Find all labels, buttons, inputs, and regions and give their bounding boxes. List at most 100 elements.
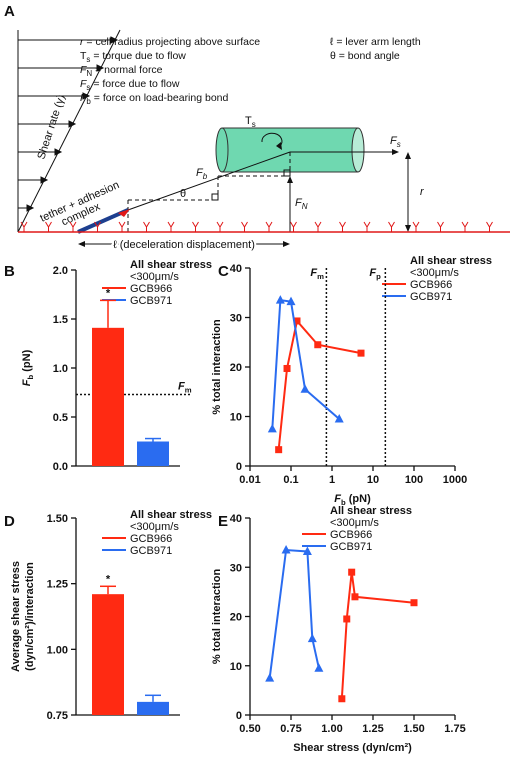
y-tick-label: 0.5 bbox=[53, 412, 68, 424]
bond-force-label: Fb bbox=[196, 167, 208, 181]
point bbox=[293, 317, 301, 325]
y-tick-label: 1.0 bbox=[53, 363, 68, 375]
point bbox=[302, 546, 312, 555]
y-axis-label-text: (pN) bbox=[21, 349, 33, 374]
bar bbox=[92, 594, 124, 715]
normal-force-label: FN bbox=[295, 197, 308, 211]
point bbox=[410, 599, 418, 607]
y-tick-label: 2.0 bbox=[53, 265, 68, 277]
x-axis-label-sub: b bbox=[341, 498, 346, 507]
y-axis-label-sub: b bbox=[26, 375, 35, 380]
y-tick-label: 1.25 bbox=[47, 579, 68, 591]
point bbox=[283, 364, 291, 372]
cell-end bbox=[351, 127, 365, 173]
torque-label: Ts bbox=[245, 115, 256, 129]
bond-force bbox=[127, 151, 291, 211]
displacement-label: ℓ (deceleration displacement) bbox=[113, 239, 255, 251]
torque-arrow bbox=[261, 132, 283, 147]
cell-body bbox=[221, 127, 359, 173]
point bbox=[343, 615, 351, 623]
y-tick-label: 0.0 bbox=[53, 461, 68, 473]
reference-label-symbol: F bbox=[310, 267, 317, 279]
series-line bbox=[277, 318, 362, 450]
y-tick-label: 20 bbox=[230, 612, 242, 624]
y-tick-label: 40 bbox=[230, 263, 242, 275]
radius-label: r bbox=[420, 186, 425, 198]
x-axis-label-symbol: F bbox=[334, 493, 341, 505]
legend-label: GCB971 bbox=[130, 545, 172, 557]
reference-label-sub: p bbox=[376, 272, 381, 281]
panel-letter: E bbox=[218, 513, 228, 530]
diagram: A Shear rate (γ) r = cell radius project… bbox=[4, 3, 510, 253]
reference-label: Fm bbox=[310, 267, 324, 281]
point bbox=[281, 545, 291, 554]
bar bbox=[92, 327, 124, 466]
y-tick-label: 0 bbox=[236, 461, 242, 473]
reference-label: Fp bbox=[369, 267, 381, 281]
panel-letter: D bbox=[4, 513, 15, 530]
reference-label-symbol: F bbox=[178, 380, 185, 392]
point bbox=[286, 296, 296, 306]
point bbox=[338, 695, 346, 703]
point bbox=[357, 349, 365, 357]
legend-label: GCB971 bbox=[330, 541, 372, 553]
y-axis-label: Average shear stress (dyn/cm²)/interactio… bbox=[10, 561, 36, 672]
x-tick-label: 0.01 bbox=[239, 474, 260, 486]
legend-title: All shear stress bbox=[130, 509, 212, 521]
definition: FN = normal force bbox=[80, 64, 163, 78]
legend-title: <300μm/s bbox=[130, 271, 179, 283]
y-tick-label: 10 bbox=[230, 412, 242, 424]
point bbox=[348, 568, 356, 576]
series-line bbox=[268, 548, 320, 679]
definition: Fb = force on load-bearing bond bbox=[80, 92, 229, 106]
y-tick-label: 0 bbox=[236, 710, 242, 722]
y-tick-label: 10 bbox=[230, 661, 242, 673]
bar bbox=[137, 441, 169, 466]
x-tick-label: 0.1 bbox=[283, 474, 298, 486]
y-axis-label-line: (dyn/cm²)/interaction bbox=[24, 562, 36, 671]
point bbox=[314, 663, 324, 672]
legend-title: <300μm/s bbox=[130, 521, 179, 533]
definition: Ts = torque due to flow bbox=[80, 50, 186, 64]
legend-title: <300μm/s bbox=[410, 267, 459, 279]
x-tick-label: 0.75 bbox=[280, 723, 301, 735]
series-line bbox=[340, 572, 415, 699]
x-tick-label: 100 bbox=[405, 474, 423, 486]
x-tick-label: 1.25 bbox=[362, 723, 383, 735]
y-axis-label: Fb (pN) bbox=[21, 349, 35, 386]
point bbox=[265, 673, 275, 682]
panel-letter: C bbox=[218, 263, 229, 280]
tether-label: tether + adhesioncomplex bbox=[38, 179, 126, 236]
point bbox=[351, 593, 359, 601]
arrowhead bbox=[392, 149, 399, 155]
panel-letter: A bbox=[4, 3, 15, 20]
cell-end bbox=[215, 127, 229, 173]
right-angle bbox=[283, 169, 291, 177]
x-tick-label: 10 bbox=[367, 474, 379, 486]
y-tick-label: 1.00 bbox=[47, 644, 68, 656]
y-axis-label: % total interaction bbox=[211, 319, 223, 415]
construction-lines bbox=[127, 152, 291, 232]
y-tick-label: 1.50 bbox=[47, 513, 68, 525]
point bbox=[334, 413, 344, 423]
legend-label: GCB966 bbox=[130, 283, 172, 295]
point bbox=[275, 446, 283, 454]
y-tick-label: 40 bbox=[230, 513, 242, 525]
y-tick-label: 30 bbox=[230, 313, 242, 325]
arrowhead bbox=[287, 176, 293, 183]
x-tick-label: 1.00 bbox=[321, 723, 342, 735]
adhesion bbox=[118, 209, 130, 217]
angle-label: θ bbox=[180, 188, 186, 200]
point bbox=[275, 295, 285, 304]
point bbox=[307, 633, 317, 643]
reference-label-sub: m bbox=[317, 272, 324, 281]
legend-label: GCB966 bbox=[410, 279, 452, 291]
right-angle bbox=[211, 193, 219, 201]
significance: * bbox=[106, 287, 111, 299]
legend-title: All shear stress bbox=[330, 505, 412, 517]
legend-label: GCB966 bbox=[130, 533, 172, 545]
definition: ℓ = lever arm length bbox=[330, 36, 421, 48]
panel-letter: B bbox=[4, 263, 15, 280]
y-axis-label-line: Average shear stress bbox=[10, 561, 22, 672]
y-tick-label: 30 bbox=[230, 562, 242, 574]
